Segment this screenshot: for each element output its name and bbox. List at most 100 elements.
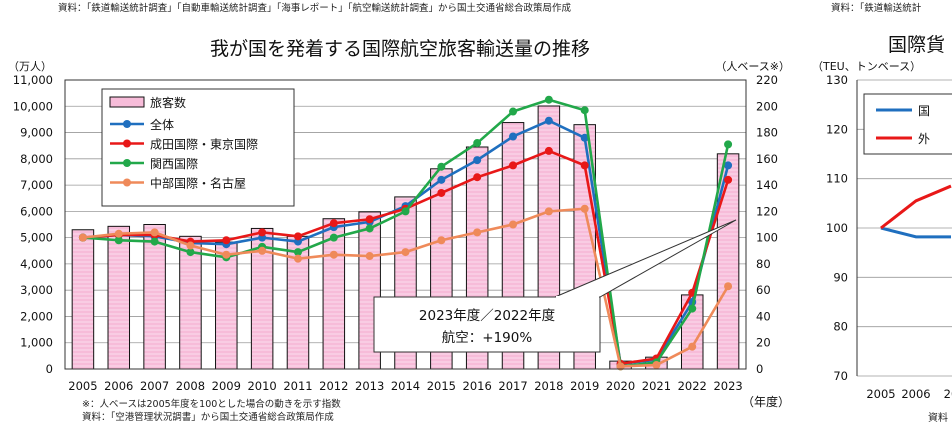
annotation-line1: 2023年度／2022年度 (419, 308, 555, 324)
left-tick-label: 5,000 (20, 231, 53, 245)
legend-label-2: 関西国際 (150, 157, 198, 171)
index-lines (78, 95, 733, 371)
x-tick-label: 2016 (463, 379, 492, 393)
series-0-point-2019 (580, 133, 589, 142)
series-1-point-2019 (580, 161, 589, 170)
right-series-line-1 (880, 184, 952, 230)
x-tick-label: 2012 (319, 379, 348, 393)
right-chart-legend: 国 外 (863, 93, 952, 155)
annotation-callout: 2023年度／2022年度 航空：+190% (373, 219, 737, 353)
left-tick-label: 2,000 (20, 309, 53, 323)
series-3-point-2013 (365, 252, 374, 261)
left-tick-label: 9,000 (20, 126, 53, 140)
chart-title: 我が国を発着する国際航空旅客輸送量の推移 (210, 38, 590, 60)
series-3-point-2005 (78, 233, 87, 242)
plot-frame (64, 79, 747, 370)
source-note: 資料：「空港管理状況調書」から国土交通省総合政策局作成 (82, 411, 334, 423)
series-3-point-2021 (652, 361, 661, 370)
right-chart-title: 国際貨 (888, 34, 945, 56)
series-3-point-2006 (114, 229, 123, 238)
legend-label-3: 中部国際・名古屋 (150, 176, 246, 191)
right-legend-label-0: 国 (918, 104, 930, 118)
left-tick-label: 11,000 (13, 73, 53, 87)
series-0-point-2018 (544, 116, 553, 125)
series-2-point-2022 (688, 304, 697, 313)
right-tick-label: 100 (756, 231, 778, 245)
series-2-point-2015 (437, 162, 446, 171)
right-chart-source: 資料 (928, 411, 948, 424)
right-chart-ylabel: （TEU、トンベース） (812, 60, 921, 73)
left-tick-label: 10,000 (13, 99, 53, 113)
right-tick-label: 40 (756, 309, 771, 323)
x-tick-label: 2020 (606, 379, 635, 393)
left-tick-label: 1,000 (20, 336, 53, 350)
right-chart-lines (880, 184, 952, 239)
series-1-point-2013 (365, 215, 374, 224)
right-chart-y-tick-label: 80 (833, 320, 848, 334)
series-2-point-2008 (186, 248, 195, 257)
x-axis-ticks: 2005 2006 2007 2008 2009 2010 2011 2012 2013 2014… (68, 379, 742, 393)
series-3-point-2017 (509, 220, 518, 229)
x-tick-label: 2010 (247, 379, 276, 393)
right-tick-label: 220 (756, 73, 778, 87)
x-tick-label: 2008 (176, 379, 205, 393)
series-2-point-2007 (150, 237, 159, 246)
series-2-point-2013 (365, 224, 374, 233)
legend-label-0: 全体 (150, 117, 174, 132)
x-tick-label: 2014 (391, 379, 420, 393)
legend-marker-2 (123, 159, 131, 167)
right-series-line-0 (880, 226, 951, 239)
series-2-point-2023 (724, 140, 733, 149)
legend-box (101, 88, 295, 207)
right-legend-label-1: 外 (918, 132, 930, 146)
x-tick-label: 2019 (570, 379, 599, 393)
left-tick-label: 3,000 (20, 283, 53, 297)
series-1-point-2010 (258, 228, 267, 237)
series-0-point-2017 (509, 132, 518, 141)
series-3-point-2023 (724, 282, 733, 291)
right-tick-label: 0 (756, 362, 763, 376)
right-tick-label: 160 (756, 152, 778, 166)
right-tick-label: 140 (756, 178, 778, 192)
left-axis-label: （万人） (8, 60, 52, 73)
x-tick-label: 2023 (713, 379, 742, 393)
left-tick-label: 8,000 (20, 152, 53, 166)
right-chart-y-tick-label: 120 (826, 122, 848, 136)
bar-2006 (107, 225, 131, 370)
series-3-point-2022 (688, 342, 697, 351)
x-tick-label: 2011 (283, 379, 312, 393)
series-2-point-2016 (473, 139, 482, 148)
legend-marker-3 (123, 178, 131, 187)
source-top-right: 資料：「鉄道輸送統計 (831, 2, 922, 14)
right-tick-label: 180 (756, 126, 778, 140)
left-tick-label: 6,000 (20, 204, 53, 218)
series-2-point-2018 (544, 95, 553, 104)
right-chart-x-ticks: 2005 2006 20 (866, 387, 952, 401)
series-2-point-2012 (329, 233, 338, 242)
series-1-point-2016 (473, 173, 482, 182)
x-tick-label: 2022 (678, 379, 707, 393)
series-3-point-2015 (437, 236, 446, 245)
right-chart-y-tick-label: 110 (826, 172, 848, 186)
right-chart-y-tick-label: 90 (833, 270, 848, 284)
bar-2023 (716, 153, 740, 370)
x-tick-label: 2018 (534, 379, 563, 393)
x-axis-label: （年度） (742, 394, 790, 409)
right-tick-label: 200 (756, 99, 778, 113)
legend-marker-1 (123, 139, 131, 148)
series-3-point-2019 (580, 204, 589, 213)
legend-marker-0 (123, 120, 131, 128)
series-2-point-2017 (509, 107, 518, 116)
right-axis-label: （人ベース※） (715, 60, 790, 73)
x-tick-label: 2021 (642, 379, 671, 393)
x-tick-label: 2015 (427, 379, 456, 393)
right-tick-label: 60 (756, 283, 771, 297)
x-tick-label: 2013 (355, 379, 384, 393)
series-2-point-2011 (293, 248, 302, 257)
series-3-point-2011 (293, 254, 302, 263)
right-x-tick-label: 20 (944, 387, 952, 401)
series-2-point-2014 (401, 207, 410, 216)
series-0-point-2016 (473, 156, 482, 165)
